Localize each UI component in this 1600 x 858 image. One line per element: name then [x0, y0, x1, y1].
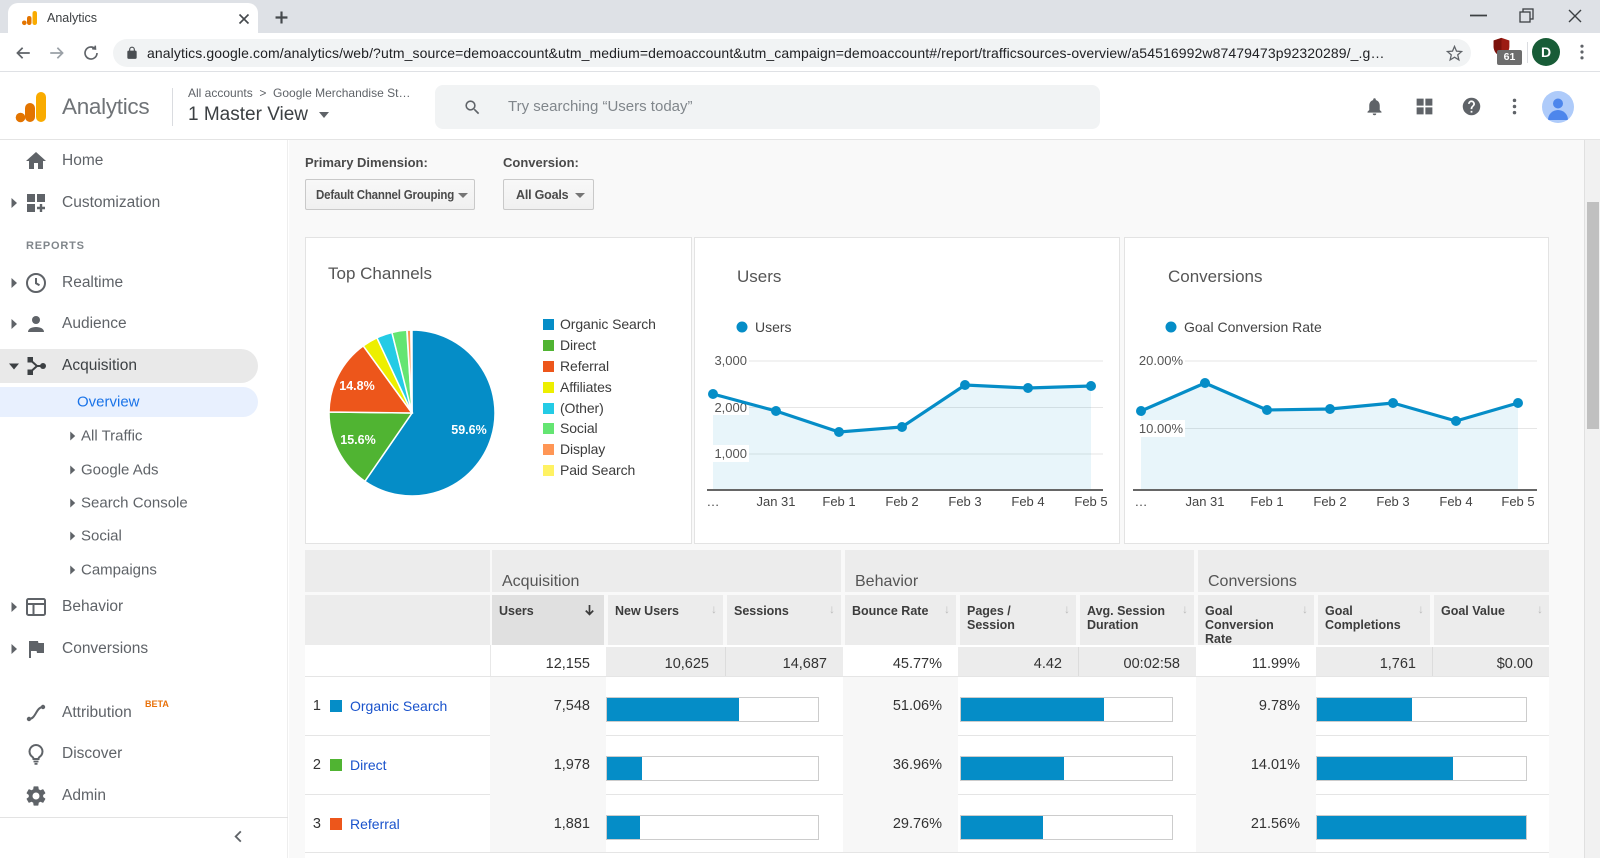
svg-text:20.00%: 20.00%	[1139, 353, 1184, 368]
svg-text:Goal Conversion Rate: Goal Conversion Rate	[1184, 319, 1322, 335]
svg-text:3,000: 3,000	[714, 353, 747, 368]
svg-text:(Other): (Other)	[560, 400, 604, 416]
svg-text:…: …	[1135, 494, 1148, 509]
svg-text:…: …	[707, 494, 720, 509]
svg-text:Display: Display	[560, 441, 605, 457]
svg-text:Feb 1: Feb 1	[822, 494, 855, 509]
svg-text:15.6%: 15.6%	[340, 433, 375, 447]
svg-text:Affiliates: Affiliates	[560, 379, 612, 395]
svg-text:Direct: Direct	[560, 337, 596, 353]
svg-text:Feb 2: Feb 2	[885, 494, 918, 509]
svg-text:Feb 5: Feb 5	[1501, 494, 1534, 509]
svg-text:10.00%: 10.00%	[1139, 421, 1184, 436]
svg-text:Users: Users	[755, 319, 792, 335]
svg-text:Social: Social	[560, 420, 598, 436]
svg-text:59.6%: 59.6%	[451, 423, 486, 437]
svg-text:Organic Search: Organic Search	[560, 316, 656, 332]
svg-text:Feb 3: Feb 3	[948, 494, 981, 509]
svg-text:Feb 2: Feb 2	[1313, 494, 1346, 509]
svg-text:Feb 4: Feb 4	[1439, 494, 1472, 509]
svg-text:1,000: 1,000	[714, 446, 747, 461]
svg-text:Jan 31: Jan 31	[1185, 494, 1224, 509]
svg-text:Users: Users	[737, 267, 781, 286]
svg-text:Paid Search: Paid Search	[560, 462, 635, 478]
svg-text:Feb 5: Feb 5	[1074, 494, 1107, 509]
svg-text:Jan 31: Jan 31	[756, 494, 795, 509]
svg-text:Feb 3: Feb 3	[1376, 494, 1409, 509]
svg-text:Conversions: Conversions	[1168, 267, 1263, 286]
svg-text:Feb 1: Feb 1	[1250, 494, 1283, 509]
svg-text:Referral: Referral	[560, 358, 609, 374]
svg-text:Feb 4: Feb 4	[1011, 494, 1044, 509]
svg-text:14.8%: 14.8%	[339, 379, 374, 393]
svg-text:2,000: 2,000	[714, 400, 747, 415]
